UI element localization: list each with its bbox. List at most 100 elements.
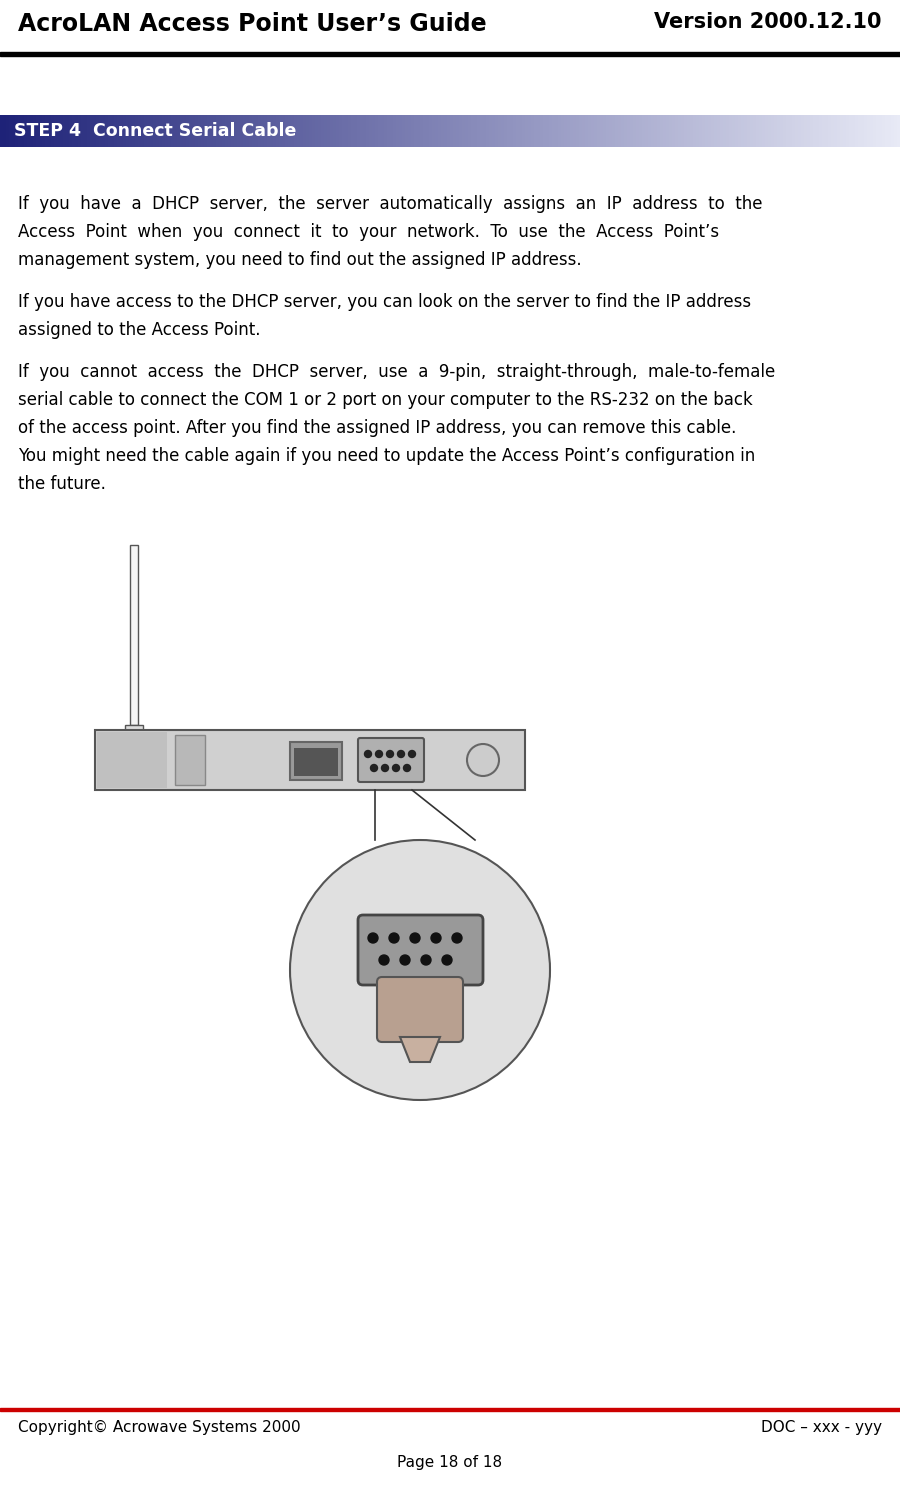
Bar bbox=[744, 115, 748, 147]
Bar bbox=[297, 115, 301, 147]
Bar bbox=[84, 115, 88, 147]
Bar bbox=[198, 115, 202, 147]
Bar bbox=[156, 115, 160, 147]
Bar bbox=[456, 115, 460, 147]
Bar bbox=[672, 115, 676, 147]
Bar bbox=[18, 115, 22, 147]
Circle shape bbox=[375, 750, 382, 757]
Bar bbox=[693, 115, 697, 147]
Bar bbox=[132, 115, 136, 147]
Circle shape bbox=[398, 750, 404, 757]
Bar bbox=[0, 52, 900, 55]
Bar bbox=[501, 115, 505, 147]
Bar bbox=[174, 115, 178, 147]
Bar bbox=[471, 115, 475, 147]
Text: If  you  cannot  access  the  DHCP  server,  use  a  9-pin,  straight-through,  : If you cannot access the DHCP server, us… bbox=[18, 362, 775, 382]
Bar bbox=[258, 115, 262, 147]
Bar bbox=[738, 115, 742, 147]
Bar bbox=[756, 115, 760, 147]
Bar bbox=[453, 115, 457, 147]
Bar bbox=[843, 115, 847, 147]
Bar bbox=[417, 115, 421, 147]
Bar bbox=[330, 115, 334, 147]
Bar bbox=[291, 115, 295, 147]
Bar bbox=[642, 115, 646, 147]
Circle shape bbox=[421, 955, 431, 966]
Bar bbox=[558, 115, 562, 147]
Bar bbox=[30, 115, 34, 147]
Bar bbox=[96, 115, 100, 147]
Bar bbox=[651, 115, 655, 147]
Circle shape bbox=[364, 750, 372, 757]
Bar bbox=[54, 115, 58, 147]
Bar bbox=[435, 115, 439, 147]
Bar bbox=[6, 115, 10, 147]
Bar bbox=[438, 115, 442, 147]
Bar bbox=[285, 115, 289, 147]
Bar bbox=[888, 115, 892, 147]
Circle shape bbox=[382, 765, 389, 771]
Bar bbox=[681, 115, 685, 147]
Circle shape bbox=[409, 750, 416, 757]
Bar bbox=[231, 115, 235, 147]
Bar bbox=[816, 115, 820, 147]
Text: DOC – xxx - yyy: DOC – xxx - yyy bbox=[761, 1421, 882, 1436]
Bar bbox=[555, 115, 559, 147]
Bar bbox=[12, 115, 16, 147]
Bar bbox=[378, 115, 382, 147]
Bar bbox=[27, 115, 31, 147]
Bar bbox=[567, 115, 571, 147]
Bar bbox=[732, 115, 736, 147]
Bar bbox=[480, 115, 484, 147]
Bar bbox=[150, 115, 154, 147]
Bar bbox=[192, 115, 196, 147]
Bar bbox=[290, 743, 342, 780]
Bar bbox=[309, 115, 313, 147]
Bar bbox=[771, 115, 775, 147]
Bar bbox=[45, 115, 49, 147]
Bar bbox=[66, 115, 70, 147]
Bar bbox=[72, 115, 76, 147]
Bar bbox=[129, 115, 133, 147]
Bar bbox=[858, 115, 862, 147]
Text: Copyright© Acrowave Systems 2000: Copyright© Acrowave Systems 2000 bbox=[18, 1421, 301, 1436]
Bar bbox=[663, 115, 667, 147]
Bar bbox=[252, 115, 256, 147]
Bar bbox=[225, 115, 229, 147]
Bar bbox=[762, 115, 766, 147]
Bar bbox=[648, 115, 652, 147]
Bar bbox=[783, 115, 787, 147]
Bar bbox=[351, 115, 355, 147]
Bar bbox=[468, 115, 472, 147]
Circle shape bbox=[431, 933, 441, 943]
Bar bbox=[786, 115, 790, 147]
Bar bbox=[687, 115, 691, 147]
Bar bbox=[393, 115, 397, 147]
Bar bbox=[486, 115, 490, 147]
Bar bbox=[294, 115, 298, 147]
Bar bbox=[396, 115, 400, 147]
Bar bbox=[333, 115, 337, 147]
Bar bbox=[603, 115, 607, 147]
Bar bbox=[591, 115, 595, 147]
Bar bbox=[579, 115, 583, 147]
Bar bbox=[288, 115, 292, 147]
Bar bbox=[270, 115, 274, 147]
Bar bbox=[492, 115, 496, 147]
Bar bbox=[654, 115, 658, 147]
Bar bbox=[222, 115, 226, 147]
Bar bbox=[171, 115, 175, 147]
Text: If you have access to the DHCP server, you can look on the server to find the IP: If you have access to the DHCP server, y… bbox=[18, 293, 752, 311]
Bar bbox=[51, 115, 55, 147]
Bar bbox=[189, 115, 193, 147]
Bar bbox=[873, 115, 877, 147]
Bar bbox=[327, 115, 331, 147]
FancyBboxPatch shape bbox=[358, 738, 424, 781]
Bar bbox=[870, 115, 874, 147]
Bar bbox=[879, 115, 883, 147]
Text: the future.: the future. bbox=[18, 475, 106, 493]
Bar bbox=[543, 115, 547, 147]
Bar bbox=[204, 115, 208, 147]
Bar bbox=[741, 115, 745, 147]
Bar bbox=[465, 115, 469, 147]
